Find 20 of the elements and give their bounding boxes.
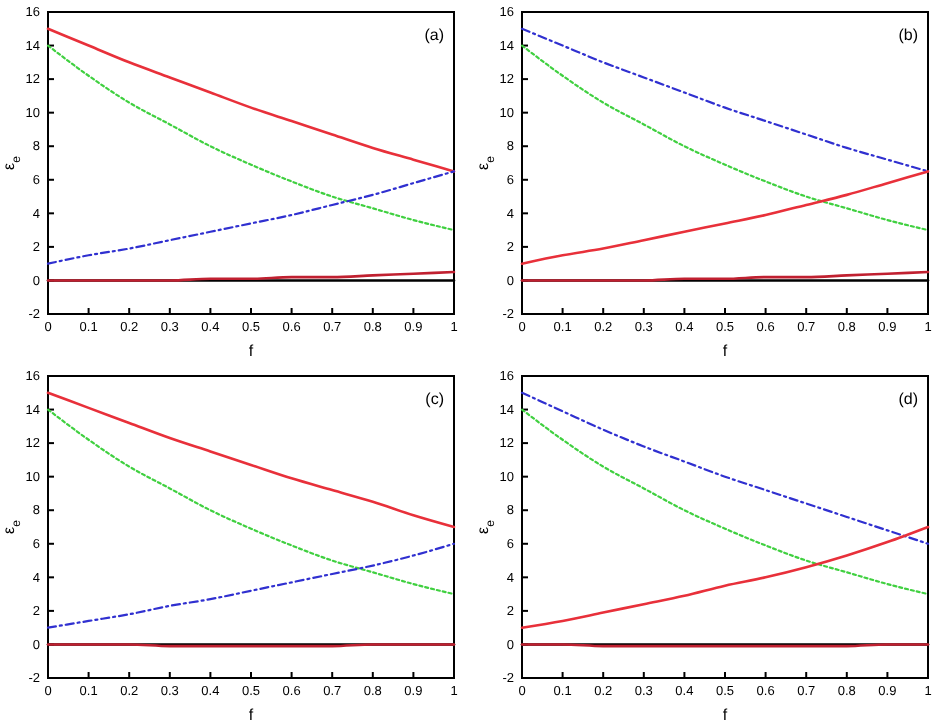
x-axis-title: f — [722, 706, 729, 724]
line-series — [46, 44, 456, 232]
line-series — [520, 27, 930, 173]
line-series — [46, 408, 456, 596]
line-series — [520, 170, 930, 265]
line-series — [520, 408, 930, 596]
annotation: (c) — [425, 390, 445, 408]
x-axis-title: f — [248, 342, 255, 360]
annotation: (d) — [898, 390, 919, 408]
annotation: (b) — [898, 26, 919, 44]
line-series — [520, 44, 930, 232]
line-series — [46, 170, 456, 265]
line-series — [520, 391, 930, 545]
line-series — [520, 525, 930, 629]
x-axis-title: f — [722, 342, 729, 360]
line-series — [46, 391, 456, 529]
annotation: (a) — [424, 26, 445, 44]
line-series — [46, 27, 456, 173]
line-series — [46, 542, 456, 629]
x-axis-title: f — [248, 706, 255, 724]
